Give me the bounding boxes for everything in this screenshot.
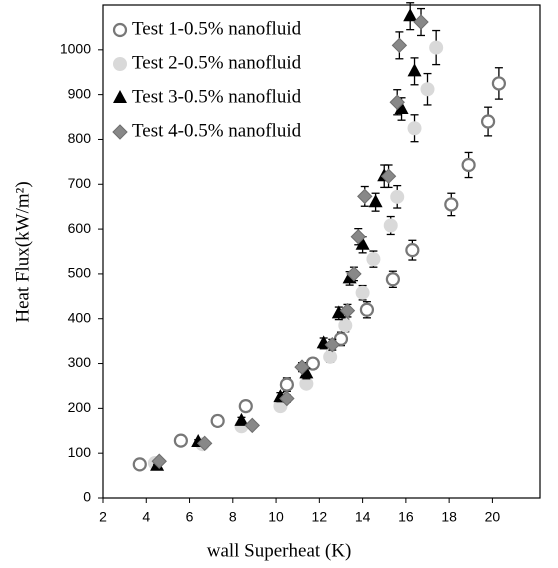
point xyxy=(368,194,383,208)
point xyxy=(357,188,373,205)
y-tick-label: 1000 xyxy=(60,41,91,57)
point xyxy=(173,433,188,448)
legend-label: Test 3-0.5% nanofluid xyxy=(132,86,302,107)
point xyxy=(390,189,405,204)
point xyxy=(196,435,213,452)
point xyxy=(323,349,338,364)
x-tick-label: 16 xyxy=(398,509,414,525)
x-tick-label: 20 xyxy=(485,509,501,525)
x-tick-label: 10 xyxy=(268,509,284,525)
point xyxy=(444,197,459,212)
legend-marker xyxy=(113,90,127,103)
y-tick-label: 300 xyxy=(68,354,92,370)
point xyxy=(339,302,356,319)
point xyxy=(338,318,353,333)
point xyxy=(407,121,422,136)
legend-label: Test 2-0.5% nanofluid xyxy=(132,52,302,73)
point xyxy=(324,337,341,353)
y-tick-label: 900 xyxy=(68,85,92,101)
point xyxy=(244,417,260,434)
y-tick-label: 200 xyxy=(68,399,92,415)
y-axis-label: Heat Flux(kW/m²) xyxy=(12,181,33,322)
point xyxy=(389,94,405,110)
point xyxy=(279,390,295,407)
point xyxy=(385,272,400,287)
legend-marker xyxy=(112,22,128,38)
point xyxy=(491,76,506,91)
point xyxy=(151,453,167,469)
point xyxy=(210,413,225,429)
y-tick-label: 500 xyxy=(68,265,92,281)
point xyxy=(299,376,314,391)
y-tick-label: 0 xyxy=(83,489,91,505)
point xyxy=(132,457,147,472)
point xyxy=(294,359,310,375)
point xyxy=(391,37,408,54)
point xyxy=(355,236,370,250)
x-tick-label: 8 xyxy=(229,509,237,525)
point xyxy=(279,377,294,392)
point xyxy=(238,399,253,414)
y-tick-label: 700 xyxy=(68,175,92,191)
x-tick-label: 18 xyxy=(441,509,457,525)
legend-marker xyxy=(112,124,128,140)
point xyxy=(331,305,346,319)
point xyxy=(461,157,476,173)
point xyxy=(359,302,375,317)
point xyxy=(420,82,435,97)
point xyxy=(234,412,249,426)
point xyxy=(429,40,444,55)
y-tick-label: 400 xyxy=(68,309,92,325)
x-tick-label: 6 xyxy=(186,509,194,525)
point xyxy=(366,252,381,267)
point xyxy=(350,229,366,245)
plot-frame xyxy=(102,4,541,499)
x-axis-label: wall Superheat (K) xyxy=(207,540,352,561)
point xyxy=(405,243,420,258)
point xyxy=(403,8,418,22)
point xyxy=(346,266,362,282)
point xyxy=(355,285,370,300)
legend-label: Test 1-0.5% nanofluid xyxy=(132,18,302,39)
point xyxy=(394,100,409,114)
y-tick-label: 100 xyxy=(68,444,92,460)
y-tick-label: 600 xyxy=(68,220,92,236)
x-tick-label: 12 xyxy=(312,509,328,525)
point xyxy=(380,168,397,184)
y-tick-label: 800 xyxy=(68,130,92,146)
point xyxy=(413,14,429,30)
point xyxy=(407,63,422,77)
x-tick-label: 4 xyxy=(142,509,150,525)
point xyxy=(383,218,398,233)
legend-marker xyxy=(113,57,127,71)
point xyxy=(305,356,320,371)
point xyxy=(299,365,314,379)
x-tick-label: 2 xyxy=(99,509,107,525)
point xyxy=(480,114,496,129)
x-tick-label: 14 xyxy=(355,509,371,525)
legend-label: Test 4-0.5% nanofluid xyxy=(132,120,302,141)
